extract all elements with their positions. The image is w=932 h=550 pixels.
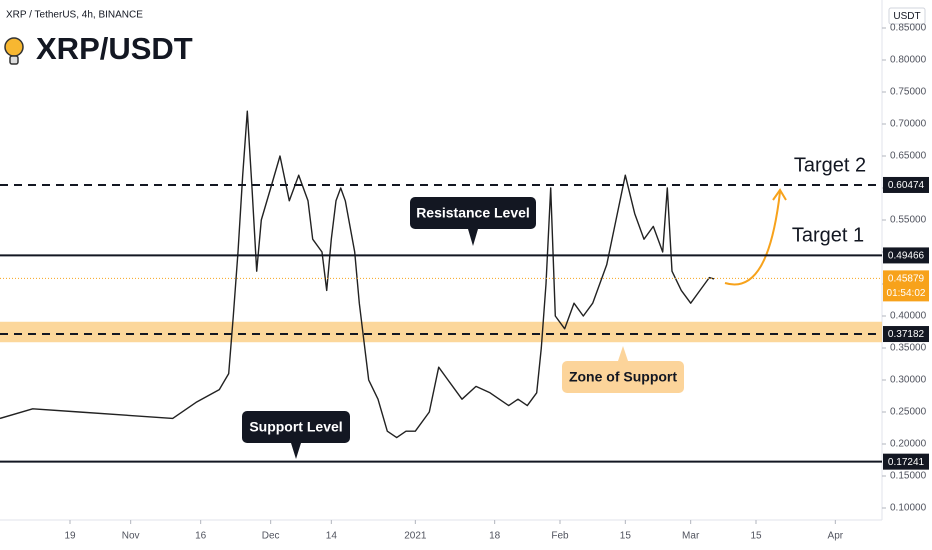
x-tick-label: 14: [326, 531, 338, 542]
current-price-label: 0.45879: [888, 274, 925, 285]
callout-label: Zone of Support: [569, 369, 677, 385]
callout-pointer: [468, 229, 478, 246]
current-price-tag: [883, 270, 929, 302]
currency-label: USDT: [893, 11, 920, 22]
x-tick-label: Dec: [262, 531, 280, 542]
arrow-head: [772, 188, 787, 201]
y-tick-label: 0.75000: [890, 87, 927, 98]
callout-box: [410, 197, 536, 229]
price-level-label: 0.17241: [888, 457, 925, 468]
x-tick-label: 15: [620, 531, 632, 542]
x-tick-label: 18: [489, 531, 501, 542]
x-tick-label: Nov: [122, 531, 140, 542]
y-tick-label: 0.10000: [890, 503, 927, 514]
target-label: Target 1: [792, 224, 864, 246]
y-tick-label: 0.70000: [890, 119, 927, 130]
x-tick-label: 16: [195, 531, 207, 542]
x-tick-label: 19: [64, 531, 76, 542]
x-tick-label: 2021: [404, 531, 427, 542]
price-level-label: 0.37182: [888, 329, 925, 340]
price-level-label: 0.60474: [888, 180, 925, 191]
price-level-tag: [883, 247, 929, 264]
support-zone: [0, 321, 882, 343]
price-level-tag: [883, 326, 929, 343]
y-tick-label: 0.85000: [890, 23, 927, 34]
callout-pointer: [291, 443, 301, 459]
y-tick-label: 0.25000: [890, 407, 927, 418]
target-label: Target 2: [794, 154, 866, 176]
y-tick-label: 0.30000: [890, 375, 927, 386]
bulb-icon: [4, 37, 24, 65]
y-tick-label: 0.80000: [890, 55, 927, 66]
callout-box: [562, 361, 684, 393]
y-tick-label: 0.55000: [890, 215, 927, 226]
callout-pointer: [618, 346, 628, 361]
chart-title: XRP/USDT: [36, 31, 193, 66]
x-tick-label: Mar: [682, 531, 700, 542]
projection-arrow: [724, 191, 781, 286]
callout-label: Resistance Level: [416, 205, 530, 221]
price-level-tag: [883, 453, 929, 470]
callout-box: [242, 411, 350, 443]
callout-label: Support Level: [249, 419, 342, 435]
price-line: [0, 110, 715, 439]
price-level-tag: [883, 176, 929, 193]
y-tick-label: 0.15000: [890, 471, 927, 482]
x-tick-label: Feb: [551, 531, 569, 542]
y-tick-label: 0.65000: [890, 151, 927, 162]
price-level-label: 0.49466: [888, 251, 925, 262]
y-tick-label: 0.20000: [890, 439, 927, 450]
currency-badge: [888, 7, 926, 25]
countdown-label: 01:54:02: [887, 288, 926, 299]
x-tick-label: Apr: [828, 531, 844, 542]
symbol-header: XRP / TetherUS, 4h, BINANCE: [6, 10, 143, 21]
y-tick-label: 0.35000: [890, 343, 927, 354]
y-tick-label: 0.40000: [890, 311, 927, 322]
x-tick-label: 15: [750, 531, 762, 542]
